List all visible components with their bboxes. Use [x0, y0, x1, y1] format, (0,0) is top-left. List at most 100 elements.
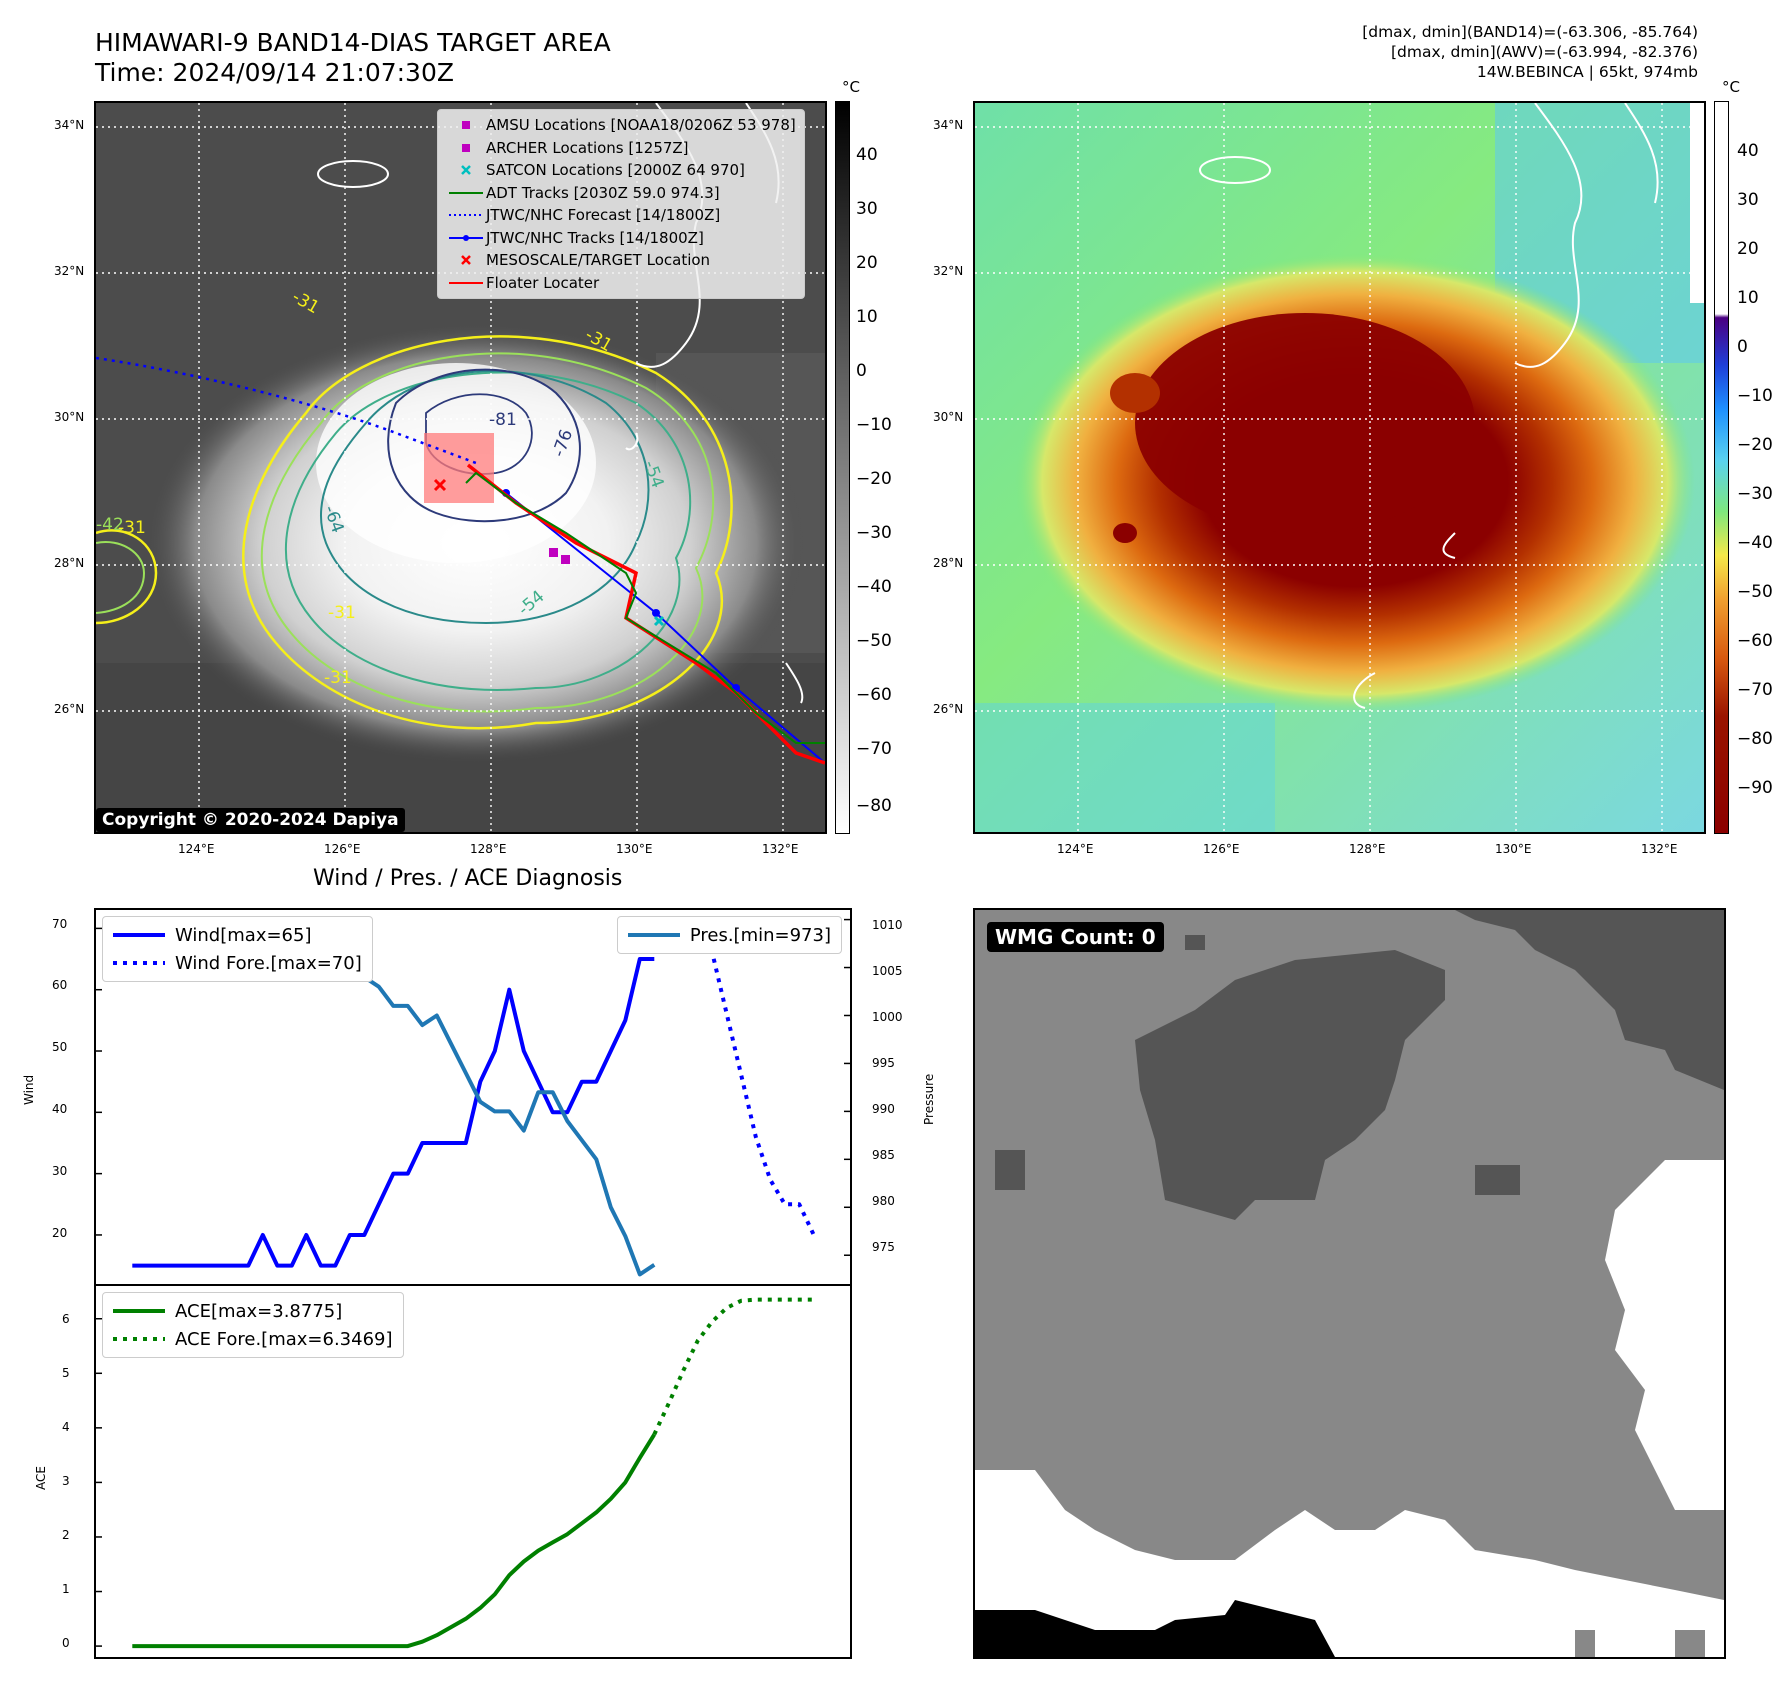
wind-forecast-line [653, 926, 816, 1236]
legend-ace: ACE[max=3.8775] [113, 1300, 343, 1322]
colorbar-tick: −70 [1737, 680, 1773, 700]
contour-label: -31 [328, 603, 356, 623]
kyushu-coastline [1514, 103, 1583, 368]
wind-series-line [132, 957, 655, 1268]
colorbar-tick: −40 [1737, 533, 1773, 553]
colorbar-tick: −90 [1737, 778, 1773, 798]
lat-label: 32°N [54, 264, 85, 278]
target-area-box [424, 433, 494, 503]
diagnosis-title: Wind / Pres. / ACE Diagnosis [313, 866, 623, 891]
colorbar-tick: 10 [856, 307, 878, 327]
legend-adt: ADT Tracks [2030Z 59.0 974.3] [449, 183, 720, 202]
awv-map-panel [973, 101, 1706, 834]
track-legend: AMSU Locations [NOAA18/0206Z 53 978] ARC… [437, 109, 805, 299]
colorbar-tick: −80 [856, 796, 892, 816]
pressure-tick: 990 [872, 1102, 895, 1116]
colorbar-tick: −60 [1737, 631, 1773, 651]
pressure-tick: 1005 [872, 964, 903, 978]
colorbar-tick: −30 [1737, 484, 1773, 504]
wmg-dark-region-center [1135, 950, 1445, 1220]
wmg-count-badge: WMG Count: 0 [987, 922, 1164, 952]
lat-label: 32°N [933, 264, 964, 278]
ace-tick: 0 [62, 1636, 70, 1650]
pressure-tick: 1000 [872, 1010, 903, 1024]
grayscale-colorbar [835, 101, 850, 834]
colorbar-tick: −20 [856, 469, 892, 489]
ace-forecast-line [652, 1297, 814, 1436]
colorbar-tick: −50 [1737, 582, 1773, 602]
lon-label: 130°E [1495, 842, 1532, 856]
wind-tick: 70 [52, 917, 68, 931]
contour-minus31 [242, 335, 733, 730]
wmg-map-svg [975, 910, 1724, 1657]
wind-legend: Wind[max=65] Wind Fore.[max=70] [102, 916, 373, 982]
wind-axis-label: Wind [22, 1074, 36, 1105]
colorbar-tick: 20 [1737, 239, 1759, 259]
lon-label: 126°E [1203, 842, 1240, 856]
wmg-clear-region-east [1605, 1160, 1724, 1510]
pressure-tick: 995 [872, 1056, 895, 1070]
colorbar-tick: −30 [856, 523, 892, 543]
band14-map-panel: -81 -76 -64 -54 -54 -42 -31 -31 -31 -31 … [94, 101, 827, 834]
contour-label: -42 [96, 515, 124, 535]
lat-label: 26°N [933, 702, 964, 716]
colorbar-tick: 0 [1737, 337, 1748, 357]
lon-label: 128°E [1349, 842, 1386, 856]
ace-legend: ACE[max=3.8775] ACE Fore.[max=6.3469] [102, 1292, 404, 1358]
colorbar-tick: −70 [856, 739, 892, 759]
legend-amsu: AMSU Locations [NOAA18/0206Z 53 978] [446, 114, 796, 137]
wind-tick: 40 [52, 1102, 68, 1116]
contour-label: -31 [324, 668, 352, 688]
colorbar-tick: 0 [856, 361, 867, 381]
ace-tick: 5 [62, 1366, 70, 1380]
colorbar-unit: °C [842, 78, 860, 96]
colorbar-tick: 40 [1737, 141, 1759, 161]
wmg-panel: WMG Count: 0 [973, 908, 1726, 1659]
ace-tick: 6 [62, 1312, 70, 1326]
lon-label: 132°E [762, 842, 799, 856]
colorbar-tick: 10 [1737, 288, 1759, 308]
wind-tick: 20 [52, 1226, 68, 1240]
dmax-awv: [dmax, dmin](AWV)=(-63.994, -82.376) [1391, 43, 1698, 61]
legend-pressure: Pres.[min=973] [627, 924, 831, 946]
contour-label: -31 [118, 518, 146, 538]
colorbar-tick: −50 [856, 631, 892, 651]
map-gridlines [975, 103, 1704, 832]
lon-label: 130°E [616, 842, 653, 856]
jtwc-forecast-track [96, 356, 477, 465]
wmg-dark-region-east [1455, 910, 1724, 1090]
lat-label: 28°N [933, 556, 964, 570]
ace-series-line [132, 1433, 657, 1649]
awv-colorbar [1714, 101, 1729, 834]
contour-label: -81 [489, 410, 517, 430]
amsu-location-marker [549, 548, 558, 557]
adt-track [465, 471, 825, 744]
archer-location-marker [561, 555, 570, 564]
colorbar-tick: −60 [856, 685, 892, 705]
pressure-tick: 980 [872, 1194, 895, 1208]
contour-minus42 [260, 352, 715, 713]
ace-tick: 1 [62, 1582, 70, 1596]
contour-minus64 [320, 370, 650, 625]
lon-label: 132°E [1641, 842, 1678, 856]
lat-label: 26°N [54, 702, 85, 716]
lon-label: 126°E [324, 842, 361, 856]
colorbar-tick: −80 [1737, 729, 1773, 749]
lon-label: 124°E [178, 842, 215, 856]
mesoscale-target-marker [433, 478, 447, 492]
jeju-island-outline [1199, 156, 1271, 184]
wind-pressure-panel: Wind[max=65] Wind Fore.[max=70] Pres.[mi… [94, 908, 852, 1286]
pressure-tick: 1010 [872, 918, 903, 932]
legend-satcon: SATCON Locations [2000Z 64 970] [446, 159, 796, 182]
awv-map-svg [975, 103, 1704, 832]
lon-label: 128°E [470, 842, 507, 856]
lat-label: 34°N [54, 118, 85, 132]
legend-jtwc-tracks: JTWC/NHC Tracks [14/1800Z] [446, 227, 796, 250]
legend-floater: Floater Locater [449, 273, 600, 292]
pressure-tick: 985 [872, 1148, 895, 1162]
ace-axis-label: ACE [34, 1466, 48, 1490]
legend-wind-fore: Wind Fore.[max=70] [113, 952, 362, 974]
dmax-band14: [dmax, dmin](BAND14)=(-63.306, -85.764) [1362, 23, 1698, 41]
pressure-tick: 975 [872, 1240, 895, 1254]
legend-ace-fore: ACE Fore.[max=6.3469] [113, 1328, 393, 1350]
